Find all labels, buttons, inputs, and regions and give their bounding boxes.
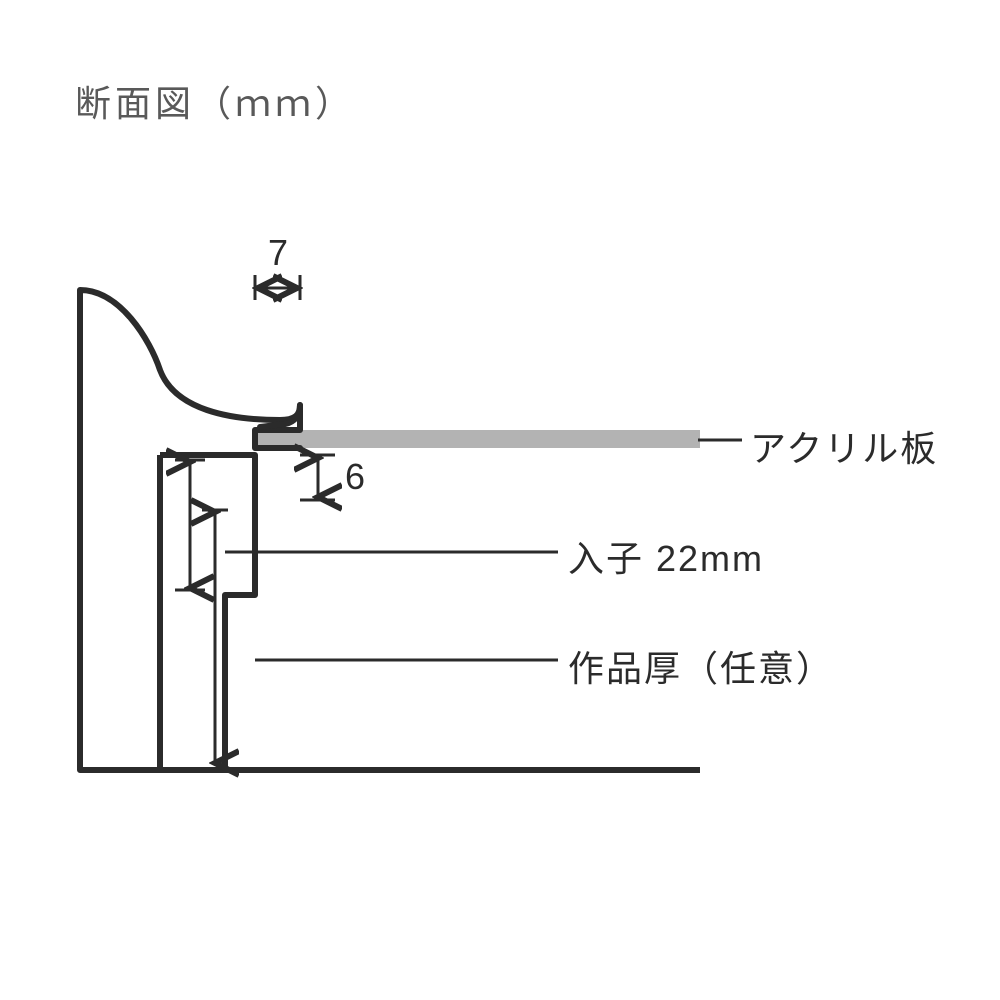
cross-section-diagram [0, 0, 1000, 1000]
thickness-label: 作品厚（任意） [568, 640, 834, 692]
inner-block [160, 455, 255, 770]
acrylic-label: アクリル板 [750, 420, 938, 472]
dim-6-label: 6 [345, 456, 367, 498]
insert-label: 入子 22mm [568, 530, 764, 582]
dim-7-label: 7 [268, 232, 290, 274]
acrylic-plate [255, 430, 700, 448]
frame-lip-outline [260, 405, 300, 427]
